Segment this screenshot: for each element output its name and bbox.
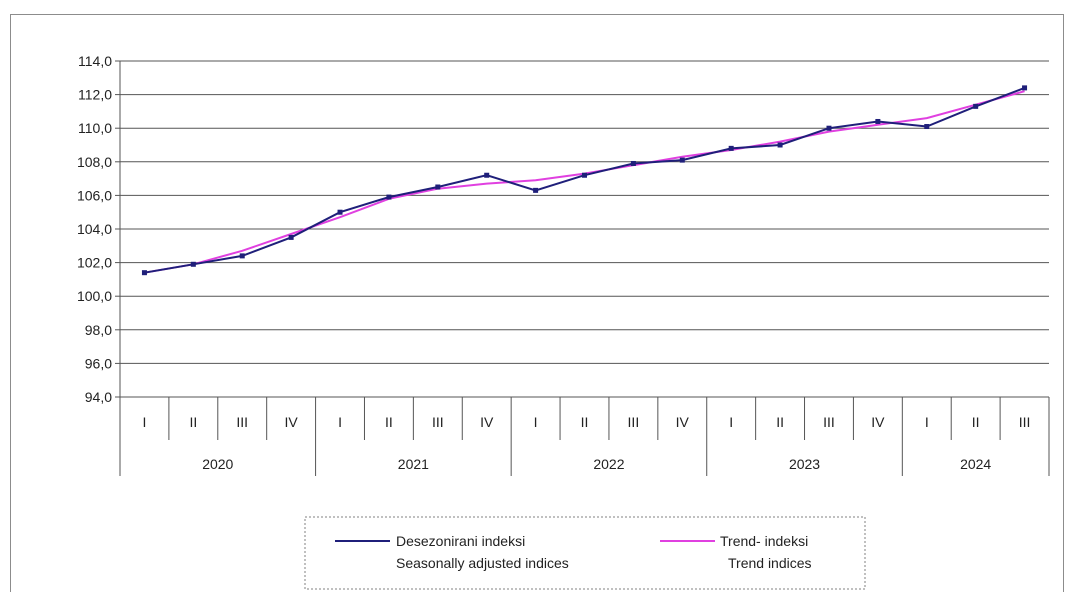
- data-point-seasonally-adjusted: [533, 187, 539, 193]
- legend-label-seasonally-adjusted: Desezonirani indeksi: [396, 533, 525, 549]
- x-tick-label-year: 2024: [960, 456, 991, 472]
- data-point-seasonally-adjusted: [141, 270, 147, 276]
- x-tick-label-quarter: IV: [871, 414, 885, 430]
- x-tick-label-quarter: I: [338, 414, 342, 430]
- y-tick-label: 96,0: [85, 355, 112, 371]
- legend: Desezonirani indeksi Seasonally adjusted…: [304, 516, 866, 590]
- y-tick-label: 110,0: [78, 120, 112, 136]
- data-point-seasonally-adjusted: [875, 118, 881, 124]
- data-point-seasonally-adjusted: [288, 234, 294, 240]
- x-tick-label-quarter: III: [823, 414, 835, 430]
- series-lines: [141, 85, 1028, 276]
- data-point-seasonally-adjusted: [826, 125, 832, 131]
- x-tick-label-quarter: I: [143, 414, 147, 430]
- data-point-seasonally-adjusted: [386, 194, 392, 200]
- data-point-seasonally-adjusted: [435, 184, 441, 190]
- data-point-seasonally-adjusted: [484, 172, 490, 178]
- x-tick-label-quarter: I: [925, 414, 929, 430]
- y-tick-label: 102,0: [77, 255, 112, 271]
- data-point-seasonally-adjusted: [728, 145, 734, 151]
- x-tick-label-quarter: II: [972, 414, 980, 430]
- data-point-seasonally-adjusted: [239, 253, 245, 259]
- y-tick-label: 112,0: [78, 87, 112, 103]
- data-point-seasonally-adjusted: [777, 142, 783, 148]
- x-tick-label-quarter: III: [628, 414, 640, 430]
- x-tick-label-quarter: III: [432, 414, 444, 430]
- y-tick-label: 98,0: [85, 322, 112, 338]
- legend-label-seasonally-adjusted-en: Seasonally adjusted indices: [396, 555, 569, 571]
- data-point-seasonally-adjusted: [1022, 85, 1028, 91]
- data-point-seasonally-adjusted: [337, 209, 343, 215]
- x-tick-label-quarter: II: [776, 414, 784, 430]
- x-tick-label-quarter: II: [385, 414, 393, 430]
- legend-label-trend: Trend- indeksi: [720, 533, 808, 549]
- x-tick-label-quarter: I: [729, 414, 733, 430]
- legend-label-trend-en: Trend indices: [728, 555, 812, 571]
- x-tick-label-year: 2021: [398, 456, 429, 472]
- x-tick-label-quarter: III: [236, 414, 248, 430]
- y-tick-label: 114,0: [78, 53, 112, 69]
- x-tick-label-quarter: IV: [285, 414, 299, 430]
- data-point-seasonally-adjusted: [973, 103, 979, 109]
- y-tick-label: 94,0: [85, 389, 112, 405]
- data-point-seasonally-adjusted: [924, 124, 930, 130]
- data-point-seasonally-adjusted: [679, 157, 685, 163]
- y-tick-label: 106,0: [77, 187, 112, 203]
- x-tick-label-year: 2020: [202, 456, 233, 472]
- x-axis: I II III IV I II III IV I II III IV I II III IV I II III20…: [119, 397, 1050, 476]
- series-line-seasonally-adjusted: [144, 86, 1025, 274]
- data-point-seasonally-adjusted: [582, 172, 587, 178]
- y-tick-label: 100,0: [77, 288, 112, 304]
- y-axis: 94,0 96,0 98,0 100,0 102,0 104,0 106,0 108,0 110…: [77, 53, 121, 405]
- y-tick-label: 108,0: [77, 154, 112, 170]
- x-tick-label-quarter: I: [534, 414, 538, 430]
- legend-box: [304, 516, 866, 590]
- x-tick-label-quarter: II: [189, 414, 197, 430]
- grid-lines: [120, 60, 1049, 398]
- data-point-seasonally-adjusted: [630, 160, 636, 166]
- x-tick-label-quarter: IV: [480, 414, 494, 430]
- x-tick-label-quarter: IV: [676, 414, 690, 430]
- x-tick-label-quarter: II: [581, 414, 589, 430]
- x-tick-label-year: 2023: [789, 456, 820, 472]
- series-line-trend: [144, 90, 1025, 274]
- y-tick-label: 104,0: [77, 221, 112, 237]
- data-point-seasonally-adjusted: [190, 261, 196, 267]
- chart-frame: [10, 14, 1064, 592]
- x-tick-label-year: 2022: [593, 456, 624, 472]
- x-tick-label-quarter: III: [1019, 414, 1031, 430]
